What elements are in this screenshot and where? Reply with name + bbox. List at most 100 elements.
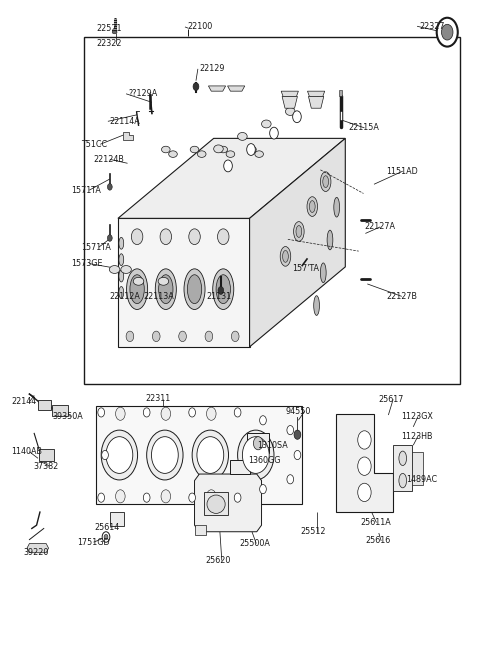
Bar	[110, 512, 124, 526]
Polygon shape	[281, 91, 299, 97]
Polygon shape	[123, 132, 133, 140]
Polygon shape	[309, 97, 324, 108]
Circle shape	[358, 484, 371, 501]
Text: 1123GX: 1123GX	[401, 412, 432, 421]
Ellipse shape	[184, 269, 205, 309]
Circle shape	[294, 451, 301, 460]
Ellipse shape	[399, 451, 407, 466]
Text: 22113A: 22113A	[144, 292, 174, 301]
Circle shape	[153, 331, 160, 342]
Circle shape	[161, 489, 170, 503]
Ellipse shape	[323, 175, 328, 187]
Ellipse shape	[127, 269, 148, 309]
Text: 22127A: 22127A	[364, 222, 396, 231]
Text: 1140AB: 1140AB	[11, 447, 42, 456]
Ellipse shape	[314, 296, 320, 315]
Text: 25611A: 25611A	[360, 518, 391, 527]
Ellipse shape	[130, 275, 144, 304]
Circle shape	[161, 407, 170, 420]
Polygon shape	[336, 414, 393, 512]
Ellipse shape	[226, 151, 235, 158]
Text: 22115A: 22115A	[348, 124, 379, 132]
Circle shape	[442, 24, 453, 40]
Text: 1571TA: 1571TA	[72, 186, 101, 194]
Ellipse shape	[213, 269, 234, 309]
Ellipse shape	[262, 120, 271, 128]
Text: 25614: 25614	[95, 524, 120, 532]
Circle shape	[132, 229, 143, 244]
Polygon shape	[194, 474, 262, 532]
Text: 39350A: 39350A	[52, 412, 83, 421]
Ellipse shape	[283, 250, 288, 262]
Ellipse shape	[255, 151, 264, 158]
Text: 22127B: 22127B	[386, 292, 417, 301]
Text: 1123HB: 1123HB	[401, 432, 432, 441]
Circle shape	[206, 489, 216, 503]
Circle shape	[293, 111, 301, 123]
Ellipse shape	[296, 225, 302, 237]
Text: 25500A: 25500A	[239, 539, 270, 548]
Bar	[194, 525, 206, 535]
Text: 25617: 25617	[379, 395, 404, 404]
Text: 22112A: 22112A	[110, 292, 141, 301]
Text: 1571TA: 1571TA	[81, 242, 111, 252]
Text: 94550: 94550	[286, 407, 312, 416]
Text: T51CC: T51CC	[81, 140, 107, 148]
Bar	[412, 452, 423, 484]
Circle shape	[205, 331, 213, 342]
Text: 22327: 22327	[420, 22, 445, 31]
Polygon shape	[228, 86, 245, 91]
Text: 1489AC: 1489AC	[407, 475, 438, 484]
Circle shape	[116, 489, 125, 503]
Circle shape	[206, 407, 216, 420]
Ellipse shape	[286, 108, 295, 116]
Circle shape	[193, 83, 199, 91]
Polygon shape	[118, 139, 345, 218]
Ellipse shape	[207, 495, 225, 513]
Circle shape	[101, 430, 138, 480]
Ellipse shape	[248, 147, 256, 153]
Circle shape	[287, 426, 294, 435]
Ellipse shape	[238, 133, 247, 141]
Text: 157'TA: 157'TA	[293, 264, 320, 273]
Text: 21131: 21131	[206, 292, 232, 301]
Ellipse shape	[216, 275, 230, 304]
Ellipse shape	[119, 270, 124, 282]
Ellipse shape	[310, 200, 315, 212]
Circle shape	[238, 430, 274, 480]
Text: 1573GE: 1573GE	[72, 259, 103, 268]
Text: 1751GD: 1751GD	[77, 537, 110, 547]
Circle shape	[98, 493, 105, 502]
Text: 22100: 22100	[187, 22, 213, 32]
Circle shape	[126, 331, 134, 342]
Text: 1151AD: 1151AD	[386, 167, 418, 175]
Bar	[393, 445, 412, 491]
Ellipse shape	[327, 230, 333, 250]
Bar	[52, 405, 68, 417]
Text: 22114A: 22114A	[110, 117, 141, 126]
Ellipse shape	[219, 147, 228, 153]
Ellipse shape	[294, 221, 304, 241]
Text: 39220: 39220	[24, 548, 49, 557]
Circle shape	[217, 229, 229, 244]
Circle shape	[104, 534, 108, 539]
Circle shape	[260, 484, 266, 493]
Ellipse shape	[119, 286, 124, 298]
Polygon shape	[118, 218, 250, 347]
Text: ??129A: ??129A	[128, 89, 157, 99]
Circle shape	[106, 437, 133, 474]
Circle shape	[253, 437, 263, 450]
Text: 22144: 22144	[11, 397, 36, 407]
Circle shape	[231, 331, 239, 342]
Ellipse shape	[214, 145, 223, 153]
Ellipse shape	[109, 265, 120, 273]
Circle shape	[189, 408, 195, 417]
Ellipse shape	[168, 151, 177, 158]
Circle shape	[234, 493, 241, 502]
Circle shape	[197, 437, 224, 474]
Circle shape	[108, 183, 112, 190]
Text: 22521: 22521	[96, 24, 122, 33]
Bar	[339, 90, 342, 97]
Polygon shape	[308, 91, 324, 97]
Polygon shape	[208, 86, 226, 91]
